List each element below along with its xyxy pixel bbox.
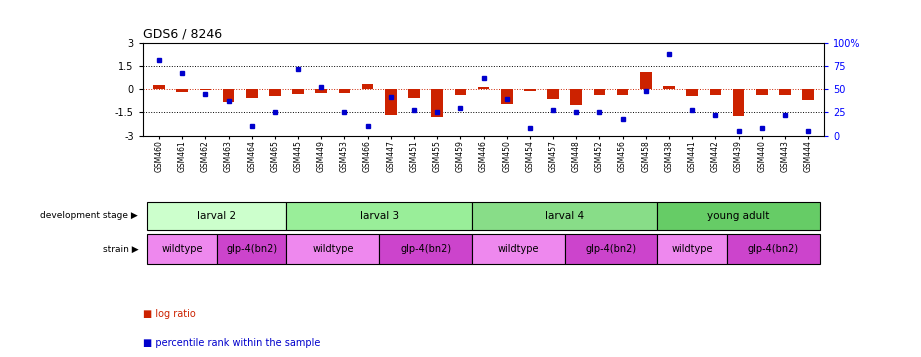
Text: ■ percentile rank within the sample: ■ percentile rank within the sample <box>143 338 321 348</box>
Bar <box>246 89 258 98</box>
Bar <box>524 89 536 91</box>
Bar <box>269 89 281 96</box>
Text: young adult: young adult <box>707 211 770 221</box>
Text: glp-4(bn2): glp-4(bn2) <box>227 244 277 254</box>
Bar <box>686 89 698 96</box>
Bar <box>147 202 286 230</box>
Text: ■ log ratio: ■ log ratio <box>143 309 195 319</box>
Bar <box>176 89 188 91</box>
Bar <box>339 89 350 93</box>
Bar <box>727 234 820 264</box>
Text: larval 3: larval 3 <box>359 211 399 221</box>
Bar <box>316 89 327 93</box>
Bar <box>756 89 767 95</box>
Bar <box>472 202 658 230</box>
Bar <box>147 234 217 264</box>
Text: strain ▶: strain ▶ <box>102 245 138 254</box>
Bar <box>200 89 211 90</box>
Bar <box>217 234 286 264</box>
Text: larval 4: larval 4 <box>545 211 584 221</box>
Bar <box>640 72 651 89</box>
Bar <box>617 89 628 95</box>
Bar <box>802 89 814 100</box>
Text: wildtype: wildtype <box>312 244 354 254</box>
Text: development stage ▶: development stage ▶ <box>41 211 138 221</box>
Text: wildtype: wildtype <box>497 244 539 254</box>
Bar <box>478 87 489 89</box>
Bar <box>594 89 605 95</box>
Bar <box>709 89 721 95</box>
Bar <box>663 86 675 89</box>
Bar <box>286 202 472 230</box>
Text: wildtype: wildtype <box>671 244 713 254</box>
Bar <box>565 234 658 264</box>
Bar <box>286 234 379 264</box>
Bar <box>455 89 466 95</box>
Text: glp-4(bn2): glp-4(bn2) <box>586 244 636 254</box>
Bar <box>223 89 234 102</box>
Text: GDS6 / 8246: GDS6 / 8246 <box>143 27 222 40</box>
Bar <box>547 89 559 99</box>
Bar <box>472 234 565 264</box>
Bar <box>385 89 397 115</box>
Bar <box>408 89 420 98</box>
Text: larval 2: larval 2 <box>197 211 237 221</box>
Bar <box>501 89 512 104</box>
Bar <box>431 89 443 117</box>
Bar <box>379 234 472 264</box>
Bar <box>779 89 791 95</box>
Bar <box>362 84 373 89</box>
Text: glp-4(bn2): glp-4(bn2) <box>400 244 451 254</box>
Text: wildtype: wildtype <box>161 244 203 254</box>
Bar <box>292 89 304 94</box>
Text: glp-4(bn2): glp-4(bn2) <box>748 244 799 254</box>
Bar <box>570 89 582 105</box>
Bar <box>658 234 727 264</box>
Bar <box>658 202 820 230</box>
Bar <box>153 85 165 89</box>
Bar <box>733 89 744 116</box>
